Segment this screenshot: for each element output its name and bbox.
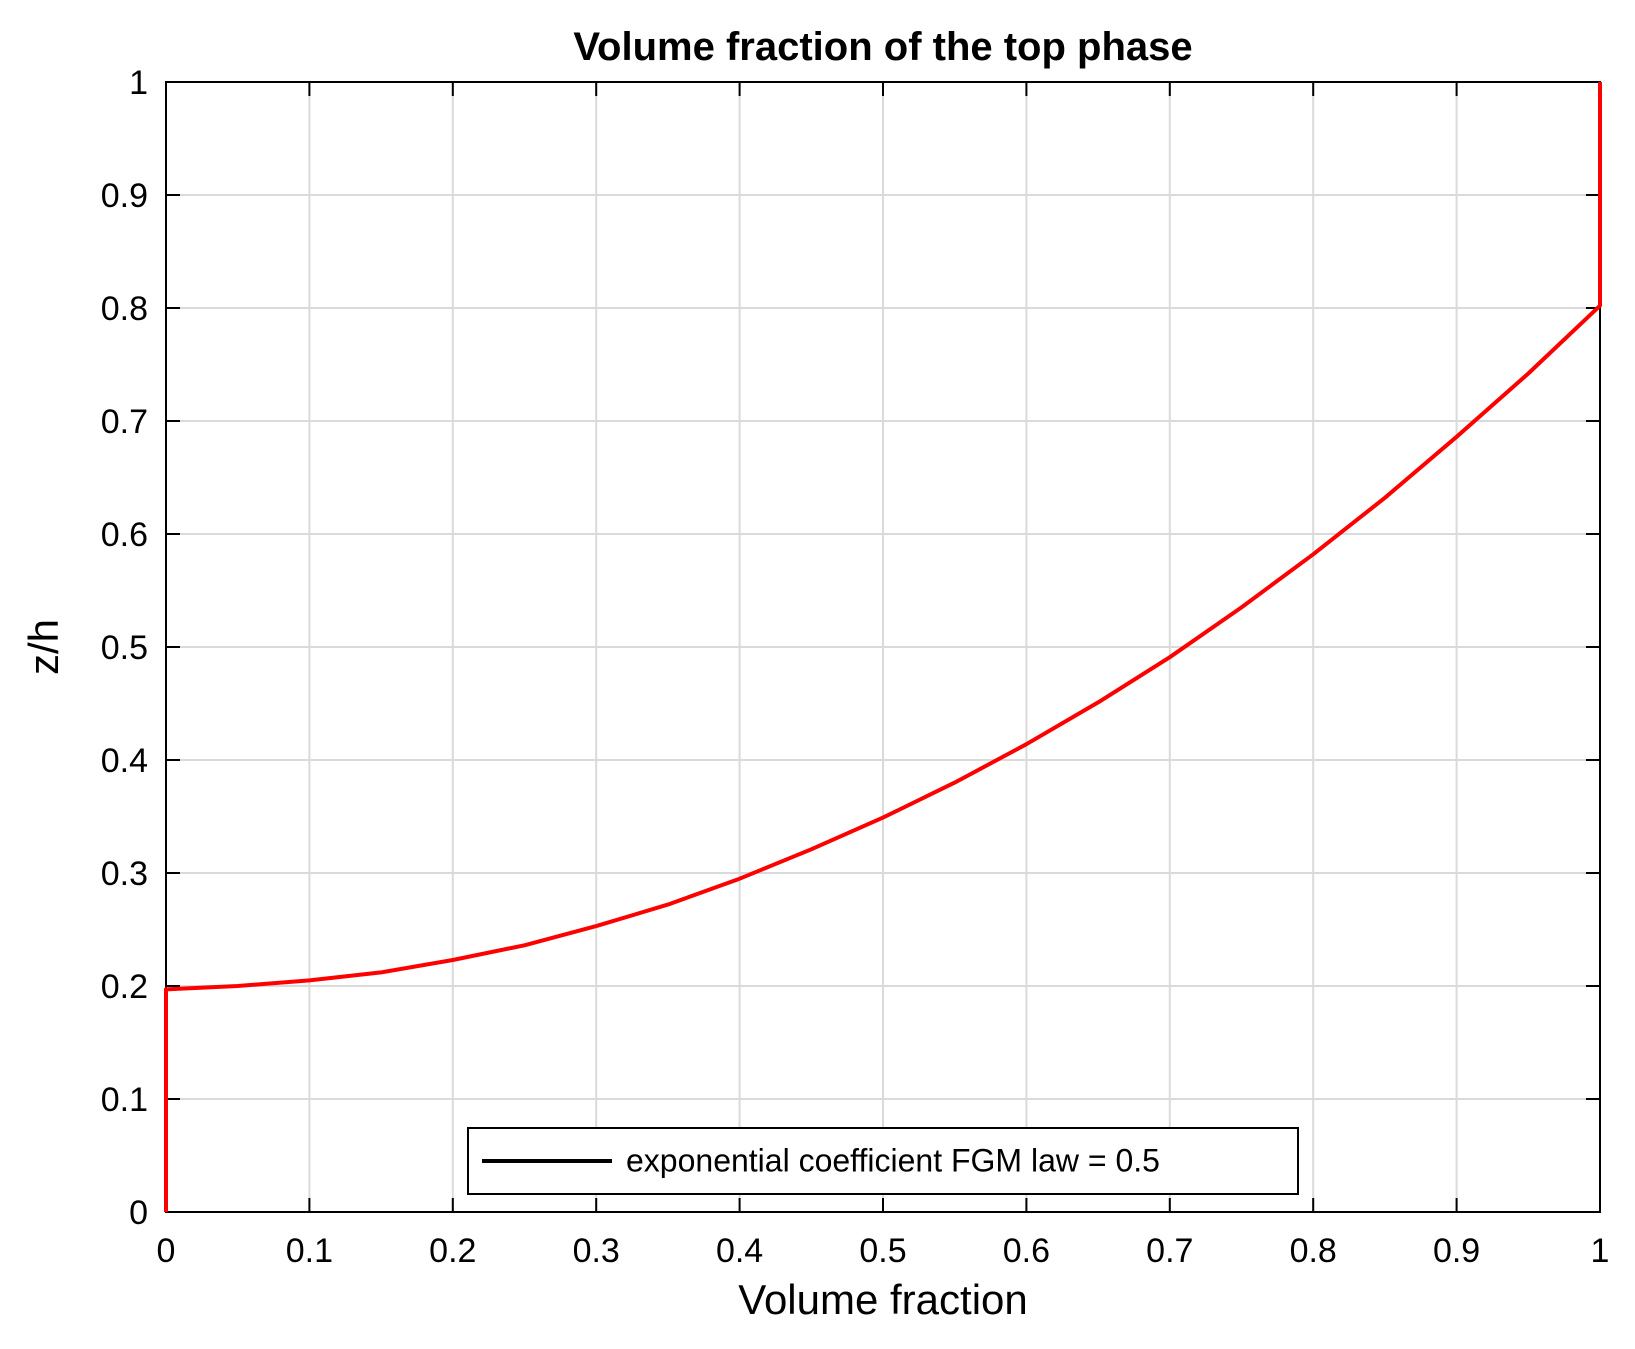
y-tick-label: 0.1 bbox=[101, 1081, 148, 1119]
x-tick-label: 1 bbox=[1591, 1232, 1610, 1270]
y-axis-label: z/h bbox=[20, 619, 67, 675]
y-tick-label: 0.8 bbox=[101, 290, 148, 328]
y-tick-label: 0.7 bbox=[101, 403, 148, 441]
x-tick-label: 0.6 bbox=[1003, 1232, 1050, 1270]
y-tick-label: 0.4 bbox=[101, 742, 148, 780]
grid-lines bbox=[166, 82, 1600, 1212]
x-tick-label: 0.3 bbox=[573, 1232, 620, 1270]
y-tick-label: 0.9 bbox=[101, 177, 148, 215]
x-tick-label: 0 bbox=[157, 1232, 176, 1270]
x-tick-label: 0.4 bbox=[716, 1232, 763, 1270]
y-tick-label: 0 bbox=[129, 1194, 148, 1232]
y-tick-label: 0.3 bbox=[101, 855, 148, 893]
y-tick-label: 0.5 bbox=[101, 629, 148, 667]
x-tick-label: 0.2 bbox=[429, 1232, 476, 1270]
x-tick-label: 0.7 bbox=[1146, 1232, 1193, 1270]
chart-title: Volume fraction of the top phase bbox=[573, 25, 1192, 69]
legend: exponential coefficient FGM law = 0.5 bbox=[467, 1127, 1299, 1195]
series-layer bbox=[164, 82, 1602, 1212]
y-tick-label: 1 bbox=[129, 64, 148, 102]
x-tick-label: 0.1 bbox=[286, 1232, 333, 1270]
x-tick-label: 0.9 bbox=[1433, 1232, 1480, 1270]
x-tick-label: 0.5 bbox=[859, 1232, 906, 1270]
series-line bbox=[164, 82, 1602, 1212]
y-tick-label: 0.6 bbox=[101, 516, 148, 554]
x-axis-label: Volume fraction bbox=[738, 1276, 1028, 1323]
y-tick-label: 0.2 bbox=[101, 968, 148, 1006]
x-tick-label: 0.8 bbox=[1290, 1232, 1337, 1270]
legend-label: exponential coefficient FGM law = 0.5 bbox=[626, 1142, 1160, 1178]
